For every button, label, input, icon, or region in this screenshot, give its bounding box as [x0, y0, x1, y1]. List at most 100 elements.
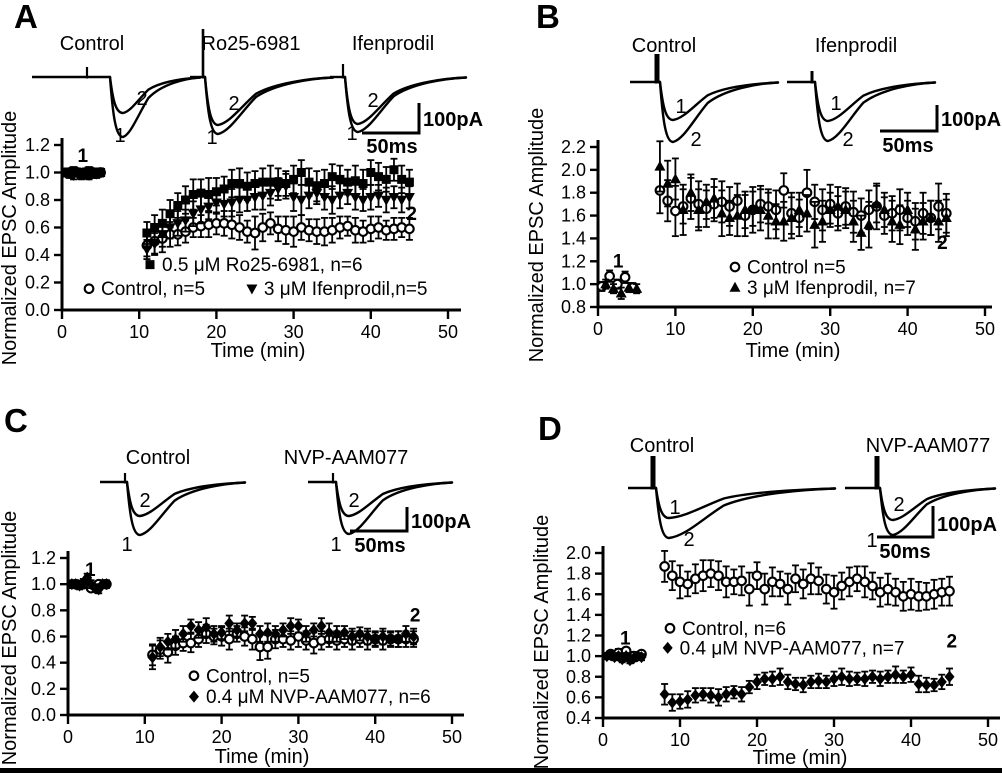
data-point	[343, 177, 353, 187]
trace-number-2: 2	[136, 88, 147, 110]
y-tick-label: 1.0	[561, 274, 586, 294]
data-point	[685, 186, 697, 197]
legend-label: 0.4 μM NVP-AAM077, n=6	[206, 687, 431, 708]
panel-a: AControl12Ro25-698112Ifenprodil12100pA50…	[0, 0, 483, 365]
data-point	[162, 635, 173, 648]
data-point	[631, 282, 643, 293]
series-1	[601, 649, 955, 712]
data-point	[250, 179, 260, 188]
data-point	[389, 165, 399, 175]
data-point	[326, 195, 338, 206]
x-tick-label: 30	[284, 322, 304, 342]
data-point	[700, 196, 712, 207]
data-point	[289, 174, 299, 184]
timepoint-annotation: 2	[947, 632, 958, 653]
trace-inset: NVP-AAM077 12	[284, 447, 454, 556]
scale-bar-time-label: 50ms	[882, 135, 933, 157]
axes: 0.8 1.0 1.2 1.41.6 1.8 2.0 2.2 0 10 20 30 40 50 Time …	[526, 108, 995, 363]
trace-condition-title: NVP-AAM077	[866, 435, 991, 457]
y-tick-label: 1.6	[561, 206, 586, 226]
data-point	[301, 627, 312, 640]
y-tick-label: 0.8	[31, 600, 56, 620]
y-tick-label: 0.2	[25, 273, 50, 293]
data-point	[828, 586, 840, 598]
data-point	[743, 583, 755, 595]
scale-bar-current-label: 100pA	[411, 511, 471, 533]
data-point	[239, 617, 250, 630]
y-tick-label: 0.8	[25, 190, 50, 210]
y-tick-label: 1.2	[566, 626, 591, 646]
data-point	[147, 651, 158, 664]
data-point	[404, 223, 415, 235]
data-point	[331, 627, 342, 640]
data-point	[940, 212, 952, 223]
x-tick-label: 20	[206, 322, 226, 342]
scale-bar: 100pA 50ms	[350, 507, 471, 557]
legend-marker	[188, 670, 200, 682]
data-point	[933, 215, 945, 226]
y-tick-label: 0.4	[31, 653, 56, 673]
data-point	[667, 696, 678, 709]
scale-bar: 100pA 50ms	[362, 103, 483, 158]
data-point	[165, 209, 175, 219]
legend-label: Control, n=5	[206, 666, 310, 687]
legend-item: 0.4 μM NVP-AAM077, n=6	[188, 687, 431, 708]
legend-item: Control, n=5	[188, 666, 310, 687]
data-point	[181, 195, 191, 205]
data-point	[178, 627, 189, 640]
legend-label: 3 μM Ifenprodil,n=5	[264, 279, 428, 300]
y-tick-label: 0.6	[25, 218, 50, 238]
legend-label: 3 μM Ifenprodil, n=7	[747, 278, 916, 299]
data-point	[790, 573, 801, 585]
data-point	[172, 219, 184, 230]
y-tick-label: 1.0	[31, 574, 56, 594]
data-point	[767, 672, 778, 685]
data-point	[335, 174, 345, 184]
data-point	[278, 623, 289, 636]
trace-number-2: 2	[893, 494, 904, 516]
data-point	[226, 198, 238, 209]
data-point	[604, 270, 615, 282]
data-point	[365, 193, 377, 204]
data-point	[408, 630, 419, 643]
legend-item: 0.5 μM Ro25-6981, n=6	[145, 255, 363, 276]
data-point	[170, 633, 181, 646]
trace-number-1: 1	[830, 93, 841, 115]
data-point	[925, 212, 937, 223]
data-point	[141, 245, 153, 256]
data-point	[829, 672, 839, 685]
data-point	[370, 633, 381, 646]
data-point	[173, 201, 183, 210]
trace-number-2: 2	[228, 93, 239, 115]
data-point	[149, 239, 161, 250]
data-point	[713, 570, 724, 582]
x-tick-label: 40	[901, 730, 921, 750]
data-point	[852, 672, 863, 685]
trace-number-1: 1	[669, 497, 680, 519]
timepoint-annotation: 2	[406, 204, 417, 225]
data-point	[347, 630, 358, 643]
data-point	[334, 191, 346, 202]
data-point	[805, 675, 816, 688]
data-point	[816, 215, 828, 226]
trace-inset: Control 12	[32, 33, 202, 147]
data-point	[867, 670, 878, 683]
trace-inset: Ifenprodil 12	[330, 33, 468, 145]
data-point	[659, 688, 670, 701]
data-point	[778, 185, 790, 196]
legend-item: 0.4 μM NVP-AAM077, n=7	[662, 638, 904, 659]
y-tick-label: 1.2	[561, 251, 586, 271]
data-point	[288, 226, 299, 237]
data-point	[693, 204, 705, 215]
epsc-trace-1	[125, 480, 247, 537]
data-point	[319, 179, 329, 188]
data-point	[878, 204, 890, 215]
x-axis-label: Time (min)	[753, 747, 848, 769]
x-tick-label: 10	[665, 319, 685, 339]
timepoint-annotation: 1	[613, 251, 624, 272]
data-point	[840, 204, 852, 215]
y-tick-label: 0.4	[25, 245, 50, 265]
series-2	[61, 157, 414, 245]
epsc-trace-1	[334, 480, 454, 536]
